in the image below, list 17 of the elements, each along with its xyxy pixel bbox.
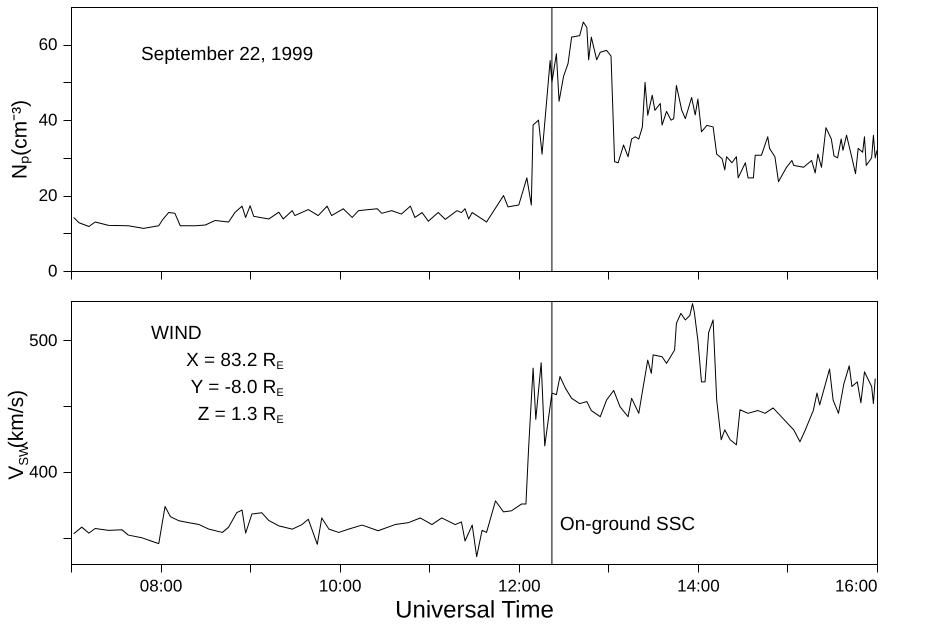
- x-tick-label: 10:00: [318, 576, 362, 596]
- y-tick-label: 400: [29, 462, 58, 482]
- y-tick-label: 40: [38, 110, 58, 130]
- x-axis-title: Universal Time: [395, 596, 554, 624]
- ref-line-label: On-ground SSC: [560, 514, 696, 535]
- y-tick-label: 20: [38, 186, 58, 206]
- y-axis-title: Nₚ(cm⁻³): [8, 100, 33, 180]
- x-tick-label: 12:00: [498, 576, 541, 596]
- y-tick-label: 60: [38, 35, 58, 54]
- x-tick-label: 14:00: [677, 576, 720, 596]
- x-tick-label: 16:00: [834, 576, 878, 596]
- x-tick-label: 08:00: [140, 576, 182, 596]
- annotation: WIND: [151, 323, 202, 344]
- y-axis-title: VSW(km/s): [5, 390, 31, 480]
- annotation: September 22, 1999: [141, 44, 314, 65]
- y-tick-label: 500: [29, 330, 58, 350]
- y-tick-label: 0: [48, 262, 58, 280]
